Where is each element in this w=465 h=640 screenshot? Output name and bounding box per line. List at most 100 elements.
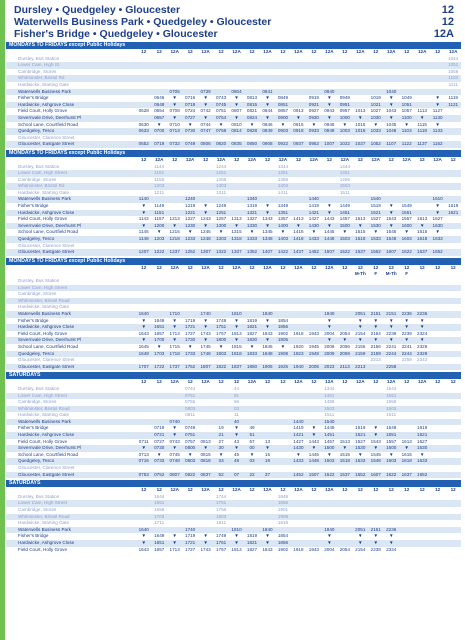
time-cell (429, 405, 446, 413)
time-cell (197, 392, 214, 400)
time-cell: ▼ (156, 121, 162, 127)
time-cell: ▼ (166, 432, 183, 439)
time-cell (321, 513, 338, 521)
stop-name: Gloucester, Clarence Street (18, 465, 75, 471)
time-cell (384, 304, 399, 311)
header-spacer (6, 487, 136, 494)
time-cell: 1033 (368, 128, 384, 135)
time-cell: 30 (213, 445, 229, 452)
time-cell (445, 229, 461, 236)
time-cell: 48 (228, 458, 245, 466)
time-cell: ▼ (368, 539, 384, 547)
table-row: Gloucester, Clarence Street 2213 2258 2342 (6, 357, 461, 364)
time-cell (151, 75, 167, 82)
time-cell: 0952 (306, 141, 322, 148)
time-cell: 0820 (213, 141, 229, 148)
time-cell (198, 357, 213, 364)
time-cell: 2054 (339, 546, 350, 552)
time-cell (229, 357, 244, 364)
stop-name: Lower Cam, High Street (6, 284, 136, 292)
time-cell: 1551 (383, 392, 399, 400)
time-cell (429, 363, 446, 371)
time-cell (384, 520, 399, 527)
time-cell (445, 350, 461, 358)
time-cell: 1348 (259, 236, 276, 243)
stop-name: Hardwicke, Starting Gate (18, 304, 70, 310)
time-cell (398, 539, 415, 547)
timetable-table: 12 12 12A 12 12A 12 12 12A 12 12 12A 12 12A 12 12A 12 12… (6, 379, 461, 479)
table-row: Fisher's Bridge ▼ 1649 ▼ 1719 ▼ 1749 ▼ 1819 ▼ 1854… (6, 533, 461, 540)
time-cell (182, 507, 197, 514)
table-row: Whitminster, Bristol Road 1703 1803 1908 (6, 513, 461, 521)
time-cell (166, 500, 183, 507)
time-cell (368, 177, 383, 184)
time-cell (414, 291, 429, 298)
time-cell: 1619 (448, 203, 459, 209)
time-cell (197, 62, 214, 69)
time-cell: 0846 (262, 121, 273, 127)
time-cell (430, 465, 445, 472)
time-cell (198, 177, 213, 184)
time-cell (259, 297, 276, 305)
time-cell (151, 357, 166, 364)
route-number-cell: 12 (435, 264, 441, 270)
time-cell: 0913 (293, 108, 304, 114)
time-cell (136, 278, 151, 285)
route-number-cell: 12A (263, 49, 272, 54)
time-cell (275, 425, 290, 432)
time-cell (213, 291, 228, 298)
time-cell (151, 526, 167, 534)
time-cell: 1522 (337, 249, 353, 256)
time-cell (430, 177, 445, 184)
table-row: Cambridge, Stores 1156 1256 1356 1456 (6, 177, 461, 184)
time-cell (167, 412, 182, 419)
stop-name: Severnvale Drive, Deerhurst Pl (6, 445, 136, 452)
stop-name: Cambridge, Stores (18, 176, 57, 182)
time-cell (260, 177, 275, 184)
time-cell (182, 418, 198, 426)
time-cell: 1457 (339, 216, 350, 222)
time-cell: 1433 (290, 458, 307, 466)
time-cell (197, 418, 214, 426)
time-cell (306, 177, 321, 184)
time-cell: ▼ (141, 317, 146, 323)
route-number-cell: 12A (448, 49, 458, 54)
time-cell: ▼ (280, 343, 286, 349)
time-cell: 56 (233, 399, 240, 405)
time-cell (151, 278, 166, 285)
time-cell: 2258 (383, 363, 399, 371)
time-cell: 0757 (185, 438, 196, 444)
time-cell: 1207 (136, 249, 152, 256)
time-cell (291, 291, 306, 298)
time-cell: 2004 (324, 330, 335, 336)
time-cell: ▼ (197, 337, 214, 344)
timetable-section: SATURDAYS 12 12 12A 12 12A 12 12 12A 12 12 12A 12 12A… (6, 372, 461, 479)
time-cell (166, 513, 183, 521)
table-row: Cambridge, Stores 1056 (6, 69, 461, 76)
time-cell (290, 88, 307, 96)
time-cell: 0813 (200, 438, 211, 444)
time-cell: 0945 (324, 121, 335, 127)
time-cell: 03 (228, 405, 245, 413)
route-number-cell: 12A (232, 264, 241, 270)
time-cell: ▼ (337, 337, 353, 344)
time-cell: 1948 (306, 350, 322, 358)
time-cell (136, 418, 152, 426)
time-cell (352, 75, 369, 82)
time-cell: 1920 (293, 343, 304, 349)
time-cell: ▼ (259, 539, 276, 547)
time-cell: 1321 (244, 209, 260, 217)
time-cell (306, 56, 321, 63)
time-cell (244, 304, 259, 311)
time-cell: 1444 (339, 163, 350, 169)
time-cell: 2239 (386, 330, 397, 336)
time-cell: 2156 (370, 343, 381, 349)
timetable-table: 12 12 12A 12 12A 12 12A 12 12A 12 12A 12 12A 12 12 12 12… (6, 265, 461, 371)
time-cell (290, 392, 307, 400)
time-cell: 1218 (166, 236, 183, 243)
time-cell: 0700 (151, 128, 167, 135)
time-cell: ▼ (228, 539, 245, 547)
time-cell: ▼ (352, 337, 369, 344)
time-cell (384, 56, 399, 63)
time-cell: 1745 (200, 343, 211, 349)
